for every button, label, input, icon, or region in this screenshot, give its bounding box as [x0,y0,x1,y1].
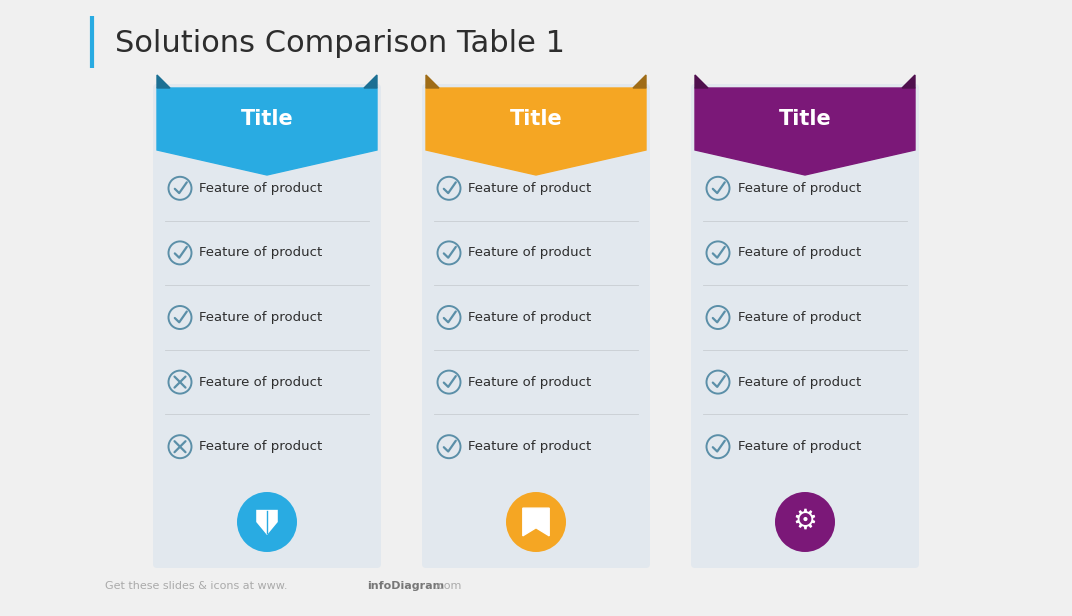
Text: Feature of product: Feature of product [199,311,323,324]
Text: Title: Title [509,109,563,129]
Polygon shape [902,75,915,88]
Circle shape [775,492,835,552]
Text: Feature of product: Feature of product [738,376,861,389]
Text: Title: Title [778,109,832,129]
Text: Feature of product: Feature of product [738,246,861,259]
Polygon shape [632,75,646,88]
Text: Feature of product: Feature of product [738,182,861,195]
Text: Feature of product: Feature of product [468,311,592,324]
Text: Feature of product: Feature of product [199,182,323,195]
Text: .com: .com [435,581,462,591]
Polygon shape [256,510,278,535]
Circle shape [506,492,566,552]
Circle shape [237,492,297,552]
Polygon shape [695,75,708,88]
Text: ⚙: ⚙ [792,507,818,535]
FancyBboxPatch shape [153,84,381,568]
Text: Get these slides & icons at www.: Get these slides & icons at www. [105,581,287,591]
Text: Feature of product: Feature of product [199,440,323,453]
Text: Feature of product: Feature of product [738,311,861,324]
Text: Feature of product: Feature of product [468,440,592,453]
Polygon shape [426,88,646,175]
Text: Feature of product: Feature of product [468,376,592,389]
Text: Solutions Comparison Table 1: Solutions Comparison Table 1 [115,28,565,57]
FancyBboxPatch shape [422,84,650,568]
Text: Feature of product: Feature of product [468,246,592,259]
FancyBboxPatch shape [691,84,919,568]
Polygon shape [157,75,170,88]
Text: Feature of product: Feature of product [199,376,323,389]
Polygon shape [426,75,440,88]
Text: Title: Title [240,109,294,129]
Text: Feature of product: Feature of product [738,440,861,453]
Polygon shape [157,88,377,175]
Polygon shape [364,75,377,88]
Text: Feature of product: Feature of product [468,182,592,195]
Text: Feature of product: Feature of product [199,246,323,259]
Text: infoDiagram: infoDiagram [367,581,444,591]
Polygon shape [523,508,549,536]
Polygon shape [695,88,915,175]
